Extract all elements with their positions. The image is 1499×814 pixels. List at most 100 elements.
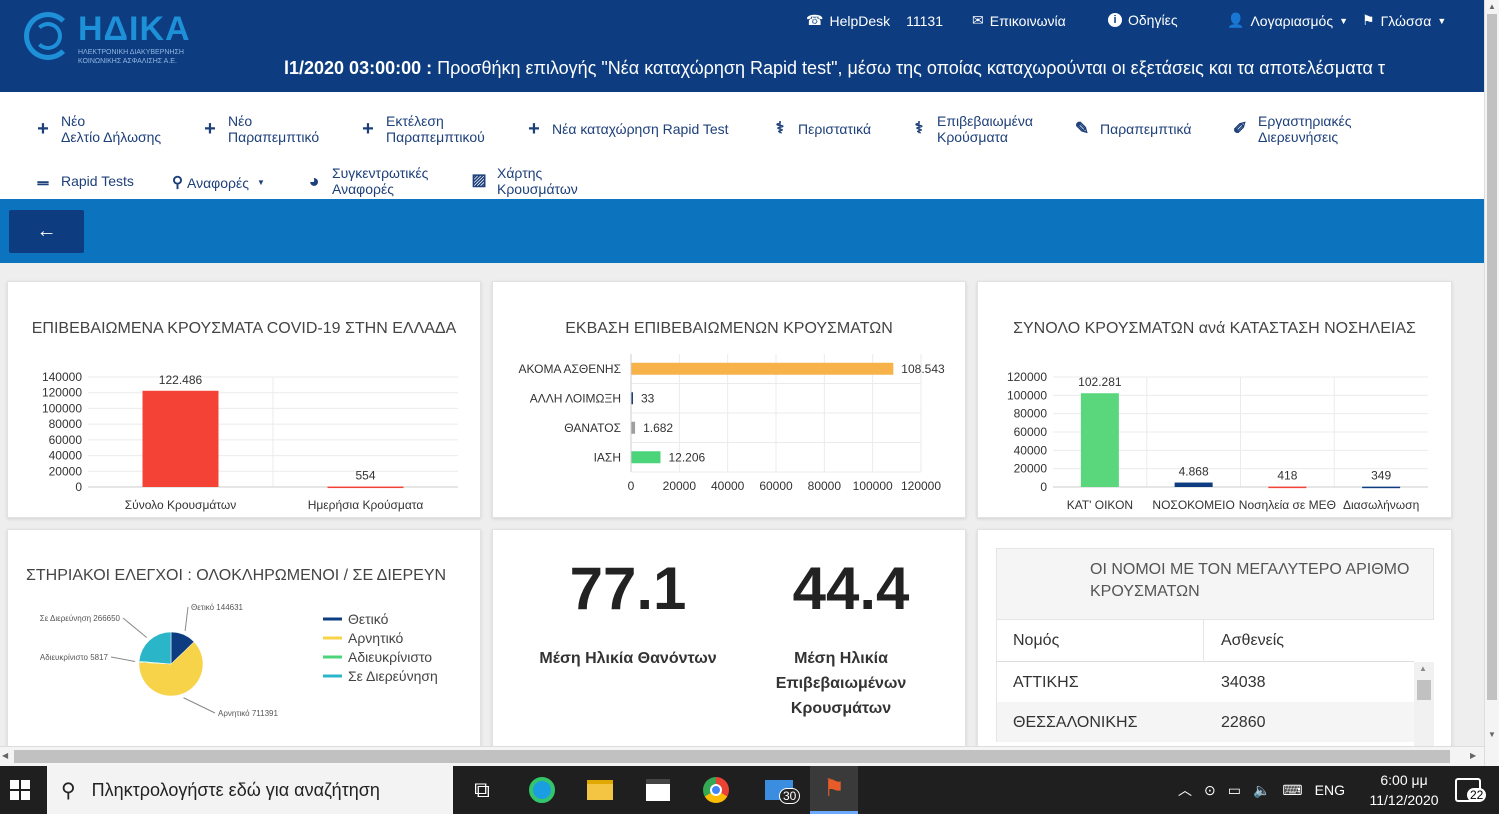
task-view-icon[interactable]: ⧉ [474, 777, 490, 802]
bar [327, 486, 404, 489]
lab-investigations-button[interactable]: ✐ Εργαστηριακές Διερευνήσεις [1230, 113, 1352, 145]
store-icon[interactable] [638, 772, 678, 808]
x-tick-label: Σύνολο Κρουσμάτων [125, 498, 237, 512]
new-declaration-button[interactable]: + Νέο Δελτίο Δήλωσης [33, 113, 161, 145]
scroll-up-icon[interactable]: ▲ [1488, 2, 1496, 11]
logo-subtitle: ΗΛΕΚΤΡΟΝΙΚΗ ΔΙΑΚΥΒΕΡΝΗΣΗ ΚΟΙΝΩΝΙΚΗΣ ΑΣΦΑ… [78, 49, 184, 65]
referrals-button[interactable]: ✎ Παραπεμπτικά [1072, 120, 1192, 137]
cases-button[interactable]: ⚕ Περιστατικά [770, 121, 871, 138]
data-label: 349 [1371, 469, 1391, 483]
bar [631, 362, 894, 375]
top-header: ΗΔΙΚΑ ΗΛΕΚΤΡΟΝΙΚΗ ΔΙΑΚΥΒΕΡΝΗΣΗ ΚΟΙΝΩΝΙΚΗ… [0, 0, 1484, 92]
guides-link[interactable]: i Οδηγίες [1108, 12, 1178, 28]
new-referral-line2: Παραπεμπτικό [228, 129, 320, 145]
mail-icon[interactable]: 30 [756, 772, 802, 808]
taskbar-search[interactable]: ⚲ Πληκτρολογήστε εδώ για αναζήτηση [47, 766, 453, 814]
arrow-left-icon: ← [36, 220, 57, 242]
column-header-region[interactable]: Νομός [1013, 632, 1060, 649]
caret-down-icon: ▼ [1339, 15, 1348, 26]
scroll-thumb[interactable] [1417, 680, 1431, 700]
bar [631, 421, 636, 434]
y-tick-label: 40000 [1014, 443, 1048, 457]
confirmed-cases-button[interactable]: ⚕ Επιβεβαιωμένα Κρούσματα [909, 113, 1033, 145]
back-button[interactable]: ← [9, 210, 84, 253]
rapid-tests-button[interactable]: 𝍡 Rapid Tests [33, 173, 134, 190]
patients-cell: 34038 [1221, 674, 1266, 691]
edge-browser-icon[interactable] [522, 772, 562, 808]
table-row[interactable]: ΑΤΤΙΚΗΣ 34038 [996, 662, 1414, 702]
new-referral-button[interactable]: + Νέο Παραπεμπτικό [200, 113, 319, 145]
pie-chart-icon: ◕ [308, 171, 320, 191]
account-dropdown[interactable]: 👤 Λογαριασμός ▼ [1227, 12, 1348, 29]
language-indicator[interactable]: ENG [1314, 782, 1345, 798]
main-toolbar: + Νέο Δελτίο Δήλωσης + Νέο Παραπεμπτικό + … [0, 92, 1484, 199]
chart-card-hospitalization: ΣΥΝΟΛΟ ΚΡΟΥΣΜΑΤΩΝ ανά ΚΑΤΑΣΤΑΣΗ ΝΟΣΗΛΕΙΑ… [977, 281, 1452, 518]
x-tick-label: 120000 [901, 479, 941, 493]
x-tick-label: 80000 [808, 479, 842, 493]
language-dropdown[interactable]: ⚑ Γλώσσα ▼ [1362, 12, 1446, 29]
meet-now-icon[interactable]: ⊙ [1204, 781, 1216, 798]
idika-logo[interactable]: ΗΔΙΚΑ ΗΛΕΚΤΡΟΝΙΚΗ ΔΙΑΚΥΒΕΡΝΗΣΗ ΚΟΙΝΩΝΙΚΗ… [22, 8, 212, 68]
volume-icon[interactable]: 🔈 [1252, 781, 1271, 798]
leader-line [110, 656, 136, 662]
notifications-icon[interactable]: 22 [1455, 778, 1487, 802]
outcome-chart: 0 20000 40000 60000 80000 100000 120000 ΑΚΟΜΑ Α… [519, 354, 945, 493]
execute-referral-button[interactable]: + Εκτέλεση Παραπεμπτικού [358, 113, 485, 145]
scroll-down-icon[interactable]: ▼ [1488, 730, 1496, 739]
plus-icon: + [362, 118, 374, 140]
horizontal-scrollbar[interactable]: ◀ ▶ [0, 746, 1484, 766]
logo-ring-icon [24, 12, 72, 60]
helpdesk-number: 11131 [906, 12, 944, 29]
chrome-icon[interactable] [696, 772, 736, 808]
avg-age-confirmed-value: 44.4 [792, 555, 910, 622]
execute-referral-line2: Παραπεμπτικού [386, 129, 485, 145]
chevron-up-icon[interactable]: ︿ [1178, 782, 1192, 798]
hscroll-thumb[interactable] [14, 750, 1450, 763]
info-icon: i [1108, 13, 1122, 27]
new-rapid-test-button[interactable]: + Νέα καταχώρηση Rapid Test [524, 119, 728, 139]
execute-referral-line1: Εκτέλεση [386, 113, 444, 129]
helpdesk-link[interactable]: ☎ HelpDesk 11131 [806, 12, 943, 29]
vscroll-thumb[interactable] [1487, 14, 1497, 700]
chart-title: ΣΥΝΟΛΟ ΚΡΟΥΣΜΑΤΩΝ ανά ΚΑΤΑΣΤΑΣΗ ΝΟΣΗΛΕΙΑ… [1013, 320, 1416, 337]
chart-card-confirmed: ΕΠΙΒΕΒΑΙΩΜΕΝΑ ΚΡΟΥΣΜΑΤΑ COVID-19 ΣΤΗΝ ΕΛ… [7, 281, 481, 518]
cases-map-button[interactable]: ▨ Χάρτης Κρουσμάτων [469, 165, 577, 197]
lab-tests-pie-chart: Θετικό 144631 Αρνητικό 711391 Αδιευκρίνιστ… [40, 603, 438, 718]
data-label: 4.868 [1179, 465, 1209, 479]
active-app-icon[interactable]: ⚑ [810, 766, 858, 814]
windows-start-icon[interactable] [10, 780, 30, 800]
x-tick-label: Ημερήσια Κρούσματα [308, 498, 424, 512]
vertical-scrollbar[interactable]: ▲ ▼ [1484, 0, 1499, 766]
data-label: 108.543 [901, 362, 945, 376]
table-scrollbar[interactable]: ▲ ▼ [1414, 662, 1434, 746]
patients-cell: 22860 [1221, 714, 1266, 731]
contact-link[interactable]: ✉ Επικοινωνία [972, 12, 1066, 29]
scroll-right-icon[interactable]: ▶ [1470, 751, 1477, 760]
legend-label: Αδιευκρίνιστο [348, 649, 432, 665]
y-tick-label: 80000 [1014, 407, 1048, 421]
scroll-left-icon[interactable]: ◀ [2, 751, 9, 760]
legend-label: Θετικό [348, 611, 389, 627]
reports-label: Αναφορές [187, 175, 249, 191]
summary-reports-button[interactable]: ◕ Συγκεντρωτικές Αναφορές [304, 165, 429, 197]
y-tick-label: 40000 [49, 449, 83, 463]
avg-age-deaths-value: 77.1 [569, 555, 687, 622]
label-line2: Επιβεβαιωμένων [775, 675, 907, 692]
table-row[interactable]: ΘΕΣΣΑΛΟΝΙΚΗΣ 22860 [996, 702, 1414, 742]
network-icon[interactable]: ▭ [1227, 781, 1241, 798]
column-header-patients[interactable]: Ασθενείς [1221, 632, 1284, 649]
reports-dropdown[interactable]: ⚲ Αναφορές ▼ [172, 175, 265, 192]
news-ticker: l1/2020 03:00:00 : Προσθήκη επιλογής "Νέ… [284, 58, 1448, 79]
scroll-up-icon[interactable]: ▲ [1419, 664, 1427, 673]
file-explorer-icon[interactable] [580, 772, 620, 808]
clock[interactable]: 6:00 μμ 11/12/2020 [1362, 770, 1446, 810]
ticker-text: Προσθήκη επιλογής "Νέα καταχώρηση Rapid … [432, 58, 1386, 78]
rapid-tests-label: Rapid Tests [61, 173, 134, 189]
x-tick-label: 0 [628, 479, 635, 493]
lab-line2: Διερευνήσεις [1258, 129, 1339, 145]
search-icon: ⚲ [61, 779, 76, 802]
keyboard-icon[interactable]: ⌨ [1282, 781, 1303, 798]
y-tick-label: ΑΚΟΜΑ ΑΣΘΕΝΗΣ [519, 362, 622, 376]
regions-table-card: ΟΙ ΝΟΜΟΙ ΜΕ ΤΟΝ ΜΕΓΑΛΥΤΕΡΟ ΑΡΙΘΜΟ ΚΡΟΥΣΜ… [977, 529, 1452, 746]
